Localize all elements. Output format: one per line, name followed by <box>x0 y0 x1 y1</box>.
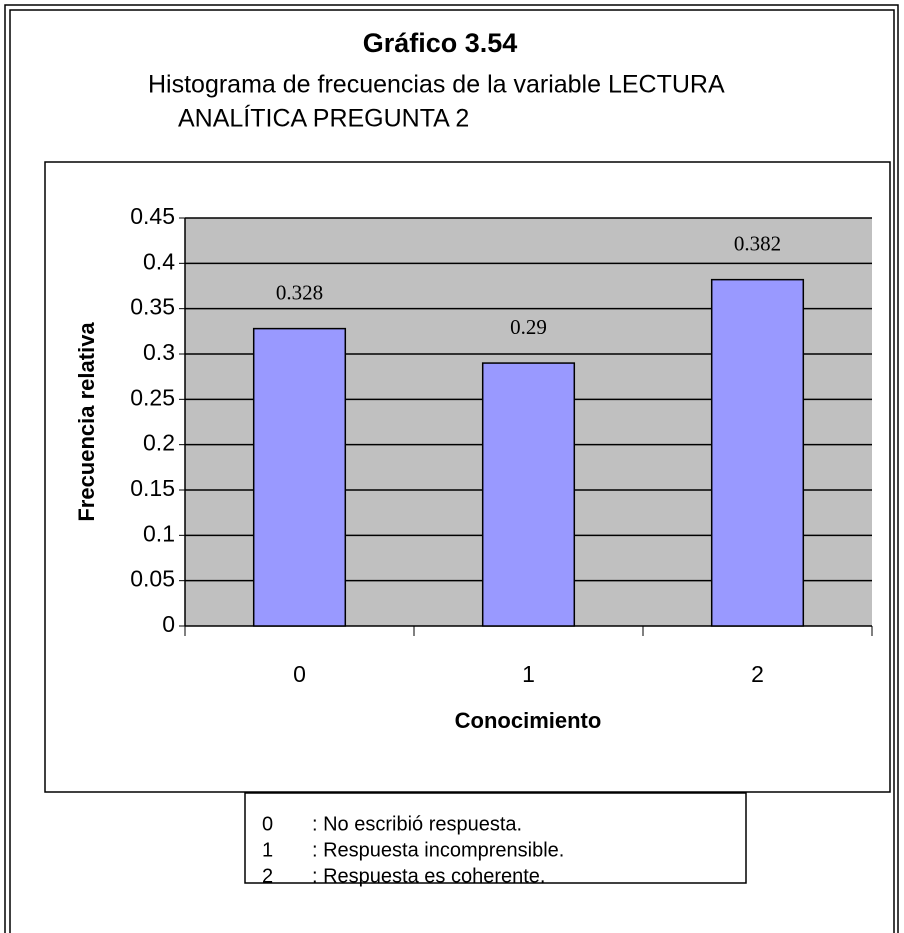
x-tick-label: 0 <box>293 661 306 687</box>
y-tick-label: 0.2 <box>143 430 175 456</box>
x-tick-label: 1 <box>522 661 535 687</box>
legend-text: : Respuesta incomprensible. <box>312 839 564 861</box>
legend-code: 0 <box>262 813 273 835</box>
bar <box>481 362 576 627</box>
x-axis-label: Conocimiento <box>455 708 602 733</box>
chart-subtitle: ANALÍTICA PREGUNTA 2 <box>178 104 469 133</box>
legend-code: 1 <box>262 839 273 861</box>
outer-border-inner <box>9 9 895 933</box>
y-tick-label: 0.4 <box>143 248 175 274</box>
chart-title: Gráfico 3.54 <box>363 28 518 58</box>
y-tick-label: 0.25 <box>130 384 175 410</box>
outer-border <box>4 4 899 933</box>
legend-code: 2 <box>262 865 273 887</box>
y-tick-label: 0 <box>162 611 175 637</box>
y-axis-label: Frecuencia relativa <box>74 322 99 522</box>
y-tick-label: 0.35 <box>130 294 175 320</box>
y-tick-label: 0.05 <box>130 566 175 592</box>
bar <box>252 327 347 627</box>
y-tick-label: 0.45 <box>130 203 175 229</box>
legend-text: : No escribió respuesta. <box>312 813 522 835</box>
x-tick-label: 2 <box>751 661 764 687</box>
data-label: 0.382 <box>734 231 781 255</box>
legend-text: : Respuesta es coherente. <box>312 865 545 887</box>
data-label: 0.29 <box>510 315 547 339</box>
bar <box>710 278 805 627</box>
legend-box <box>244 792 747 884</box>
y-tick-label: 0.15 <box>130 475 175 501</box>
chart-subtitle: Histograma de frecuencias de la variable… <box>148 71 725 99</box>
y-tick-label: 0.1 <box>143 520 175 546</box>
data-label: 0.328 <box>276 280 323 304</box>
y-tick-label: 0.3 <box>143 339 175 365</box>
